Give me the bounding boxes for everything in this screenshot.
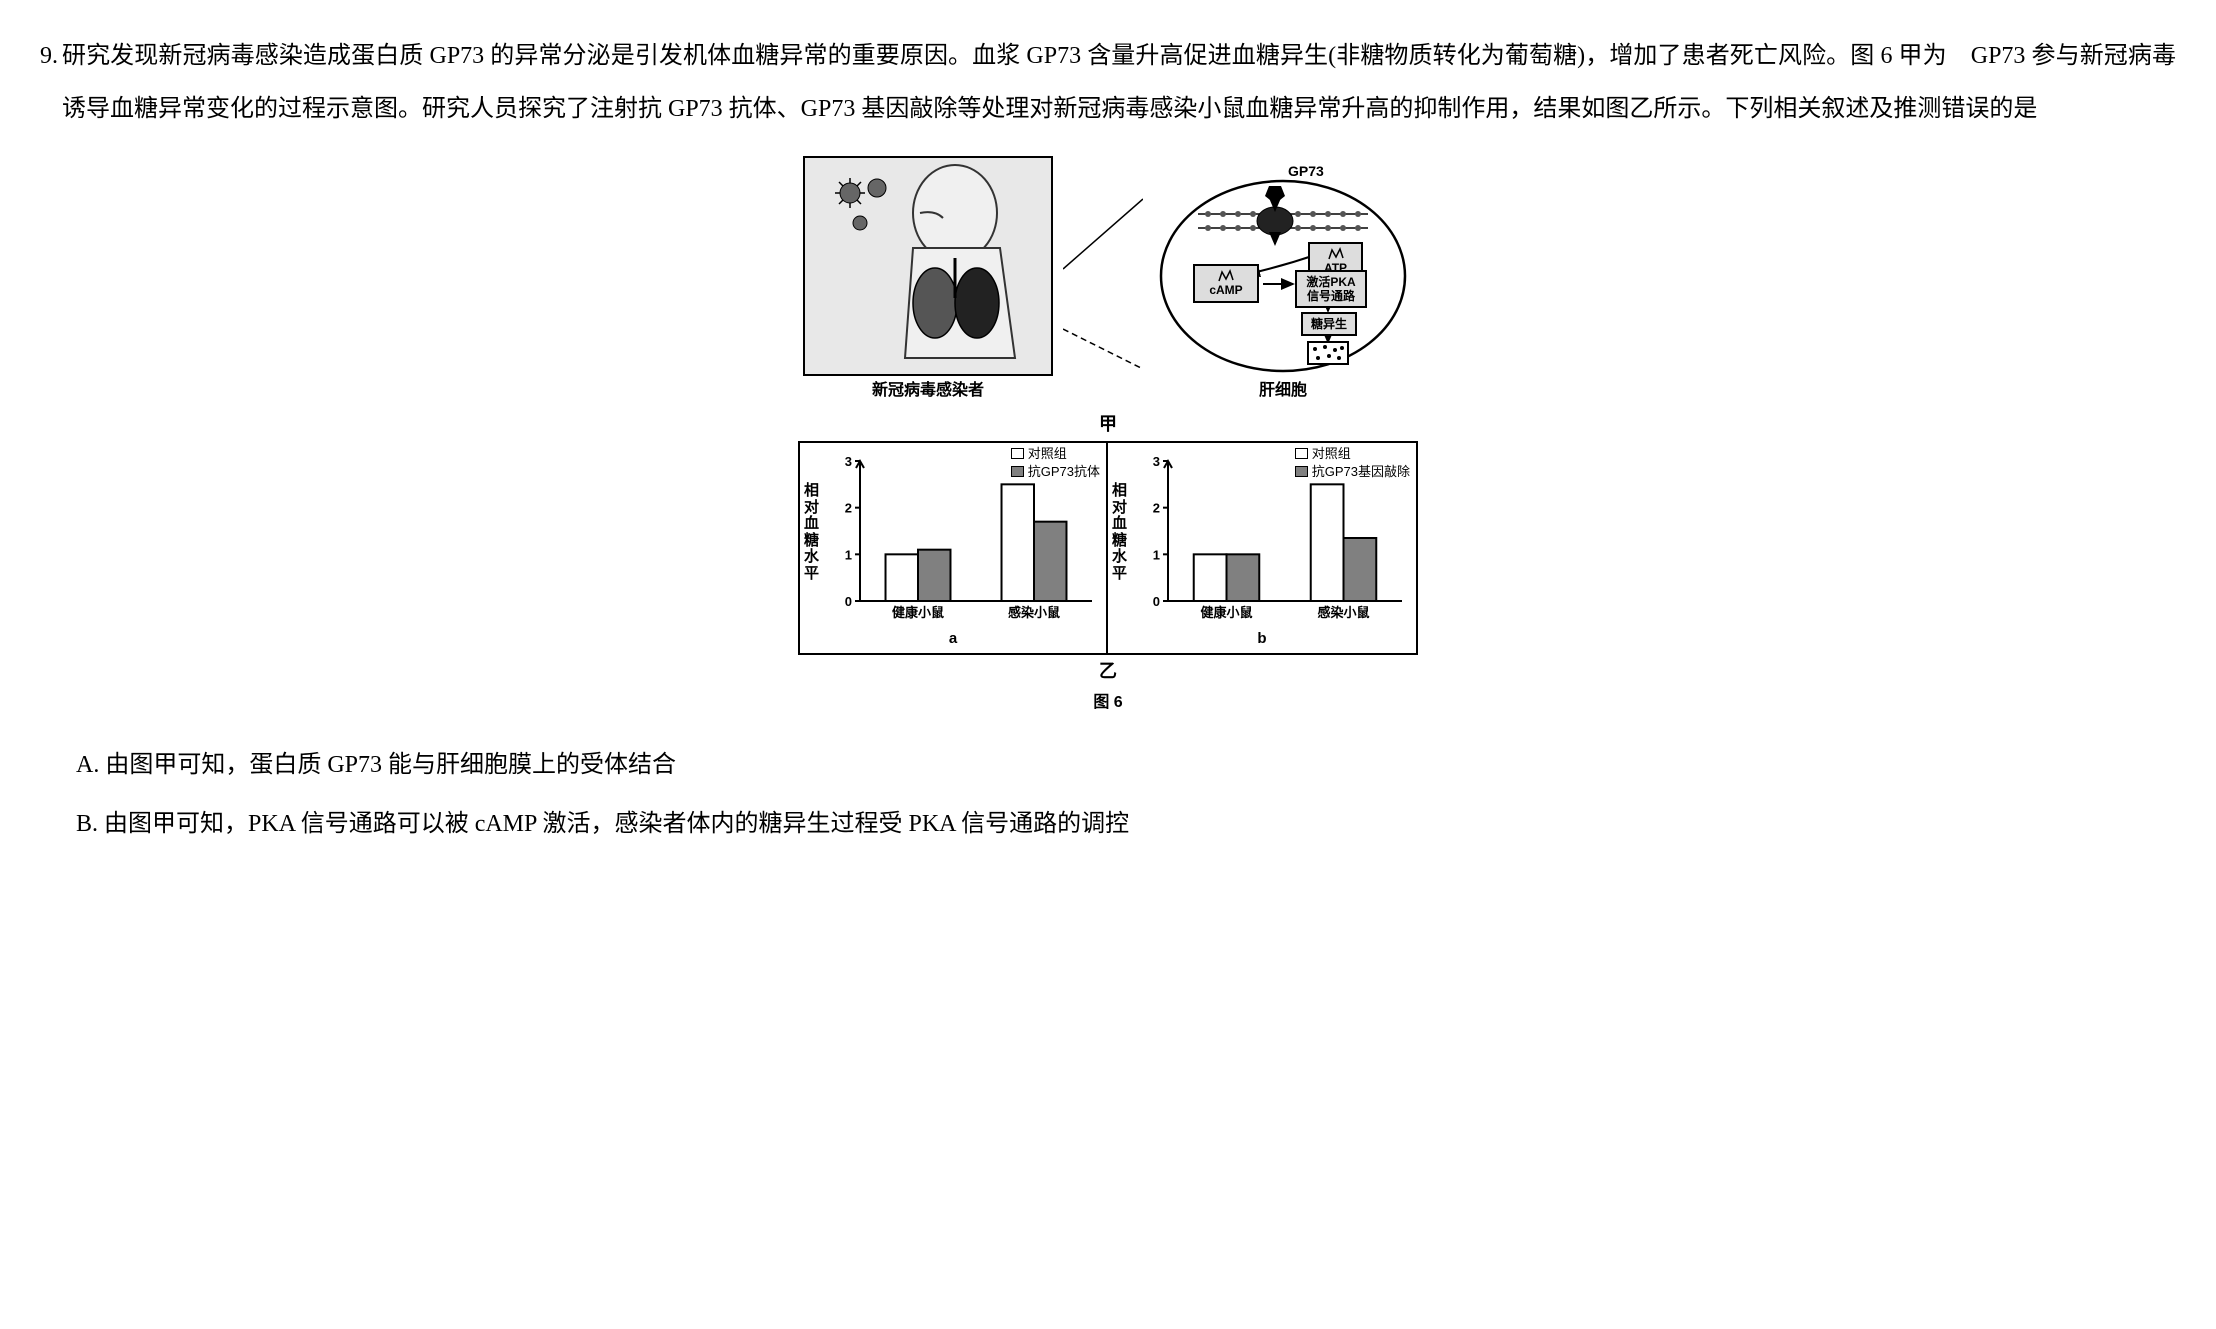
- chart-a: 相对血糖水平 0 1 2 3 健康小鼠 感染小鼠 对照组抗GP73抗体 a: [800, 443, 1108, 653]
- chart-a-ylabel: 相对血糖水平: [804, 483, 822, 582]
- svg-text:健康小鼠: 健康小鼠: [892, 605, 944, 620]
- figure-label: 图 6: [1093, 692, 1122, 714]
- infected-body-diagram: [803, 156, 1053, 376]
- svg-text:0: 0: [1153, 594, 1160, 609]
- chart-b: 相对血糖水平 0 1 2 3 健康小鼠 感染小鼠 对照组抗GP73基因敲除 b: [1108, 443, 1416, 653]
- cell-caption: 肝细胞: [1153, 380, 1413, 402]
- body-svg: [805, 158, 1053, 376]
- panel-jia: 新冠病毒感染者: [803, 156, 1413, 402]
- option-b: B. 由图甲可知，PKA 信号通路可以被 cAMP 激活，感染者体内的糖异生过程…: [76, 798, 2176, 851]
- figure-6: 新冠病毒感染者: [40, 156, 2176, 719]
- gluconeo-box: 糖异生: [1301, 312, 1357, 336]
- options-block: A. 由图甲可知，蛋白质 GP73 能与肝细胞膜上的受体结合 B. 由图甲可知，…: [40, 739, 2176, 851]
- svg-text:1: 1: [845, 548, 852, 563]
- chart-a-sub-label: a: [800, 628, 1106, 649]
- jia-panel-label: 甲: [1099, 412, 1117, 437]
- yi-panel-label: 乙: [1099, 659, 1117, 684]
- connector-lines: [1063, 169, 1143, 389]
- svg-text:感染小鼠: 感染小鼠: [1317, 605, 1369, 620]
- svg-text:健康小鼠: 健康小鼠: [1200, 605, 1252, 620]
- chart-a-legend: 对照组抗GP73抗体: [1011, 445, 1100, 480]
- body-caption: 新冠病毒感染者: [803, 380, 1053, 402]
- panel-yi: 相对血糖水平 0 1 2 3 健康小鼠 感染小鼠 对照组抗GP73抗体 a 相对血糖水平 …: [798, 441, 1418, 655]
- svg-text:3: 3: [845, 455, 852, 469]
- svg-text:3: 3: [1153, 455, 1160, 469]
- pka-box: 激活PKA信号通路: [1295, 270, 1367, 309]
- question-block: 9. 研究发现新冠病毒感染造成蛋白质 GP73 的异常分泌是引发机体血糖异常的重…: [40, 30, 2176, 136]
- svg-text:0: 0: [845, 594, 852, 609]
- chart-b-sub-label: b: [1108, 628, 1416, 649]
- option-a: A. 由图甲可知，蛋白质 GP73 能与肝细胞膜上的受体结合: [76, 739, 2176, 792]
- svg-text:感染小鼠: 感染小鼠: [1008, 605, 1060, 620]
- gp73-label: GP73: [1288, 162, 1324, 182]
- chart-b-ylabel: 相对血糖水平: [1112, 483, 1130, 582]
- svg-text:1: 1: [1153, 548, 1160, 563]
- virus-icon: [835, 178, 886, 230]
- body-diagram-wrapper: 新冠病毒感染者: [803, 156, 1053, 402]
- svg-text:2: 2: [1153, 501, 1160, 516]
- question-text: 研究发现新冠病毒感染造成蛋白质 GP73 的异常分泌是引发机体血糖异常的重要原因…: [62, 30, 2176, 136]
- cell-diagram-wrapper: GP73 ATP cAMP 激活PKA信号通路 糖异生 肝细胞: [1153, 156, 1413, 402]
- chart-b-legend: 对照组抗GP73基因敲除: [1295, 445, 1410, 480]
- camp-box: cAMP: [1193, 264, 1259, 303]
- question-number: 9.: [40, 30, 58, 136]
- svg-text:2: 2: [845, 501, 852, 516]
- liver-cell-diagram: GP73 ATP cAMP 激活PKA信号通路 糖异生: [1153, 156, 1413, 376]
